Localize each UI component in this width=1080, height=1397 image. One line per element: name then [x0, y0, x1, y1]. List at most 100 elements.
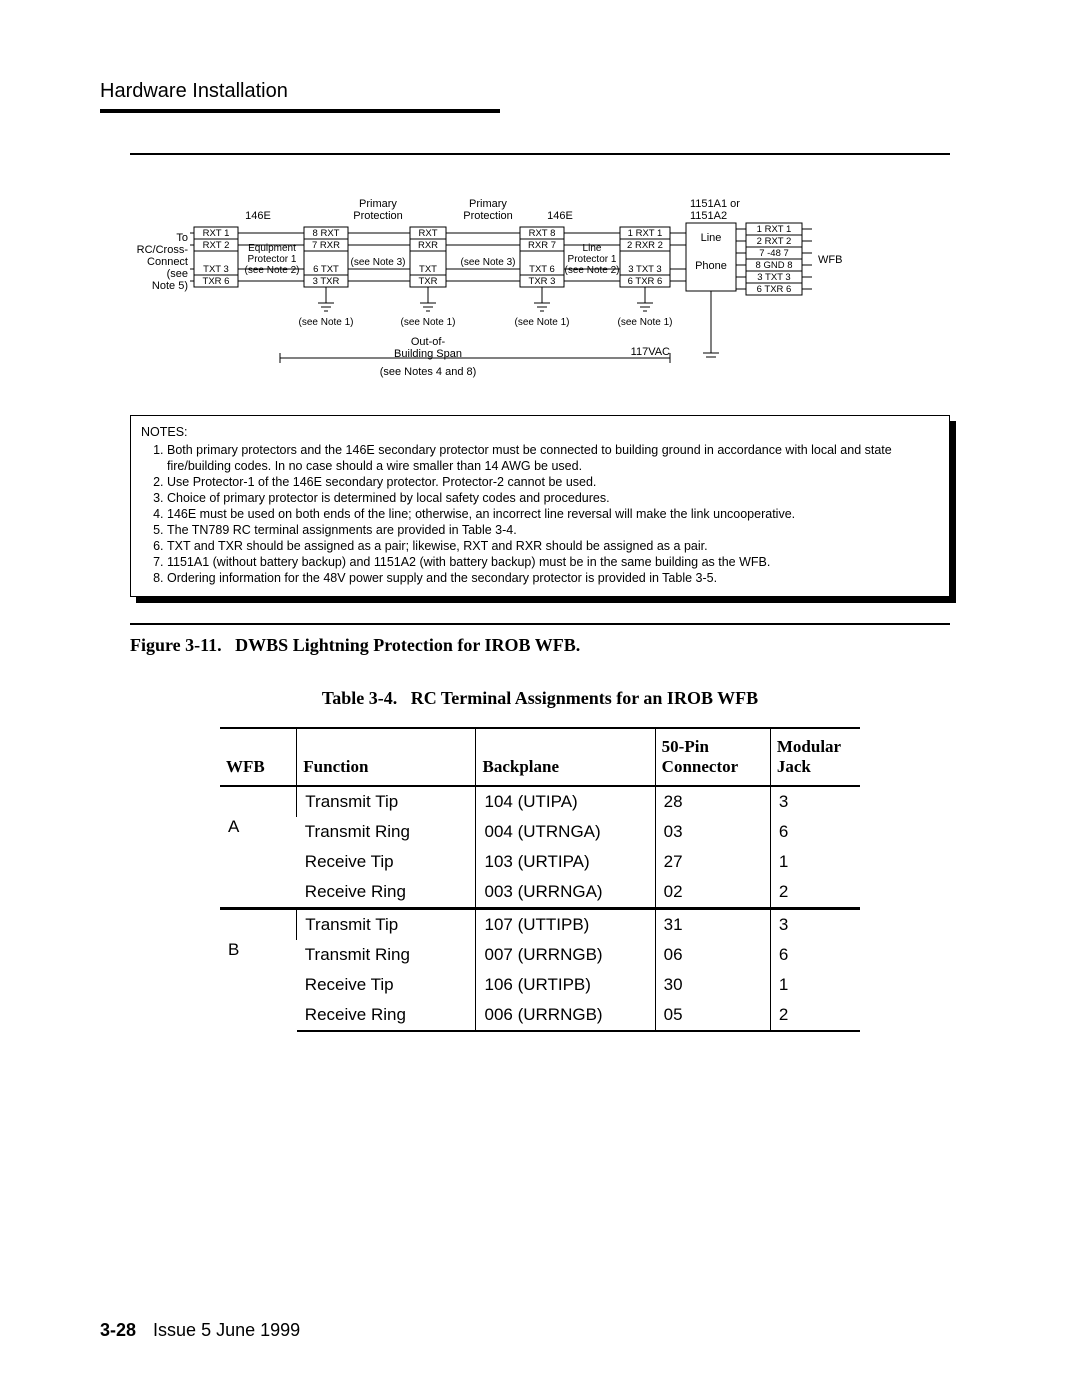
caption-rule: [130, 623, 950, 625]
left-label: To: [176, 232, 188, 244]
table-header-row: WFB Function Backplane 50-PinConnector M…: [220, 728, 860, 786]
page-footer: 3-28 Issue 5 June 1999: [100, 1320, 300, 1341]
svg-text:3 TXR: 3 TXR: [313, 276, 340, 287]
table-row: Receive Tip 106 (URTIPB) 30 1: [220, 970, 860, 1000]
page-number: 3-28: [100, 1320, 136, 1340]
svg-text:6 TXR 6: 6 TXR 6: [757, 284, 792, 295]
svg-text:Primary: Primary: [359, 198, 397, 210]
svg-text:RXT 2: RXT 2: [203, 240, 230, 251]
grounds: [318, 287, 653, 311]
svg-text:RC/Cross-: RC/Cross-: [137, 244, 189, 256]
svg-text:TXR 3: TXR 3: [529, 276, 556, 287]
svg-text:RXT: RXT: [419, 228, 438, 239]
table-row: A Transmit Tip 104 (UTIPA) 28 3: [220, 786, 860, 817]
svg-text:(see Note 1): (see Note 1): [298, 317, 353, 328]
svg-text:Note 5): Note 5): [152, 280, 188, 292]
header-rule: [100, 109, 500, 113]
svg-text:(see Note 1): (see Note 1): [400, 317, 455, 328]
svg-text:6 TXR 6: 6 TXR 6: [628, 276, 663, 287]
box-7: 1 RXT 1 2 RXT 2 7 -48 7 8 GND 8 3 TXT 3 …: [746, 223, 802, 295]
svg-text:WFB: WFB: [818, 254, 842, 266]
svg-text:7 RXR: 7 RXR: [312, 240, 340, 251]
svg-text:(see Note 2): (see Note 2): [564, 265, 619, 276]
svg-text:7 -48 7: 7 -48 7: [759, 248, 789, 259]
table-row: Transmit Ring 007 (URRNGB) 06 6: [220, 940, 860, 970]
svg-text:(see Note 2): (see Note 2): [244, 265, 299, 276]
svg-text:(see Note 1): (see Note 1): [514, 317, 569, 328]
note-item: Both primary protectors and the 146E sec…: [167, 442, 939, 474]
box-4: RXT 8 RXR 7 TXT 6 TXR 3: [520, 227, 564, 287]
box-6: Line Phone: [686, 223, 736, 291]
table-caption: Table 3-4. RC Terminal Assignments for a…: [130, 688, 950, 709]
figure-top-rule: [130, 153, 950, 155]
vac: [703, 291, 719, 357]
document-page: Hardware Installation .t { font: 11px Ar…: [0, 0, 1080, 1397]
svg-text:3 TXT 3: 3 TXT 3: [628, 264, 661, 275]
box-2: 8 RXT 7 RXR 6 TXT 3 TXR: [304, 227, 348, 287]
rc-table-wrap: WFB Function Backplane 50-PinConnector M…: [220, 727, 860, 1032]
svg-text:1151A1 or: 1151A1 or: [690, 198, 740, 210]
svg-text:TXT 6: TXT 6: [529, 264, 555, 275]
svg-text:TXR 6: TXR 6: [203, 276, 230, 287]
notes-list: Both primary protectors and the 146E sec…: [141, 442, 939, 586]
figure-block: .t { font: 11px Arial; } .ts { font: 10p…: [130, 153, 950, 1032]
svg-text:Line: Line: [701, 232, 722, 244]
notes-title: NOTES:: [141, 424, 939, 440]
note-item: Choice of primary protector is determine…: [167, 490, 939, 506]
svg-text:3 TXT 3: 3 TXT 3: [757, 272, 790, 283]
table-row: Transmit Ring 004 (UTRNGA) 03 6: [220, 817, 860, 847]
table-row: Receive Tip 103 (URTIPA) 27 1: [220, 847, 860, 877]
svg-text:Out-of-: Out-of-: [411, 336, 446, 348]
svg-text:1151A2: 1151A2: [690, 210, 727, 222]
svg-text:RXT 1: RXT 1: [203, 228, 230, 239]
svg-text:TXT: TXT: [419, 264, 437, 275]
note-item: Ordering information for the 48V power s…: [167, 570, 939, 586]
svg-text:(see: (see: [167, 268, 188, 280]
svg-text:Protector 1: Protector 1: [568, 254, 617, 265]
note-item: 1151A1 (without battery backup) and 1151…: [167, 554, 939, 570]
note-item: 146E must be used on both ends of the li…: [167, 506, 939, 522]
svg-text:(see Note 1): (see Note 1): [617, 317, 672, 328]
rc-table: WFB Function Backplane 50-PinConnector M…: [220, 727, 860, 1032]
table-row: Receive Ring 006 (URRNGB) 05 2: [220, 1000, 860, 1031]
svg-text:RXR 7: RXR 7: [528, 240, 556, 251]
note-item: Use Protector-1 of the 146E secondary pr…: [167, 474, 939, 490]
table-row: B Transmit Tip 107 (UTTIPB) 31 3: [220, 909, 860, 941]
issue-date: Issue 5 June 1999: [153, 1320, 300, 1340]
svg-text:Connect: Connect: [147, 256, 188, 268]
span-bracket: [280, 353, 670, 363]
svg-text:8 RXT: 8 RXT: [313, 228, 340, 239]
svg-text:(see Note 3): (see Note 3): [350, 257, 405, 268]
svg-text:Protection: Protection: [463, 210, 513, 222]
svg-text:TXT 3: TXT 3: [203, 264, 229, 275]
box-5: 1 RXT 1 2 RXR 2 3 TXT 3 6 TXR 6: [620, 227, 670, 287]
svg-text:Protector 1: Protector 1: [248, 254, 297, 265]
svg-text:Phone: Phone: [695, 260, 727, 272]
note-item: The TN789 RC terminal assignments are pr…: [167, 522, 939, 538]
svg-text:2 RXT 2: 2 RXT 2: [757, 236, 792, 247]
notes-box: NOTES: Both primary protectors and the 1…: [130, 415, 950, 597]
svg-text:146E: 146E: [245, 210, 271, 222]
svg-text:1 RXT 1: 1 RXT 1: [757, 224, 792, 235]
svg-text:RXT 8: RXT 8: [529, 228, 556, 239]
svg-text:1 RXT 1: 1 RXT 1: [628, 228, 663, 239]
wiring-diagram: .t { font: 11px Arial; } .ts { font: 10p…: [130, 183, 950, 403]
svg-text:Building Span: Building Span: [394, 348, 462, 360]
svg-text:(see Notes 4 and 8): (see Notes 4 and 8): [380, 366, 477, 378]
svg-text:2 RXR 2: 2 RXR 2: [627, 240, 663, 251]
table-row: Receive Ring 003 (URRNGA) 02 2: [220, 877, 860, 909]
svg-text:Protection: Protection: [353, 210, 403, 222]
box-3: RXT RXR TXT TXR: [410, 227, 446, 287]
note-item: TXT and TXR should be assigned as a pair…: [167, 538, 939, 554]
svg-text:TXR: TXR: [419, 276, 438, 287]
box-1: RXT 1 RXT 2 TXT 3 TXR 6: [194, 227, 238, 287]
page-header: Hardware Installation: [100, 80, 980, 103]
svg-text:(see Note 3): (see Note 3): [460, 257, 515, 268]
svg-text:146E: 146E: [547, 210, 573, 222]
svg-text:117VAC: 117VAC: [631, 346, 670, 358]
svg-text:RXR: RXR: [418, 240, 438, 251]
svg-text:6 TXT: 6 TXT: [313, 264, 339, 275]
svg-text:8 GND 8: 8 GND 8: [756, 260, 793, 271]
figure-caption: Figure 3-11. DWBS Lightning Protection f…: [130, 635, 950, 656]
svg-text:Primary: Primary: [469, 198, 507, 210]
